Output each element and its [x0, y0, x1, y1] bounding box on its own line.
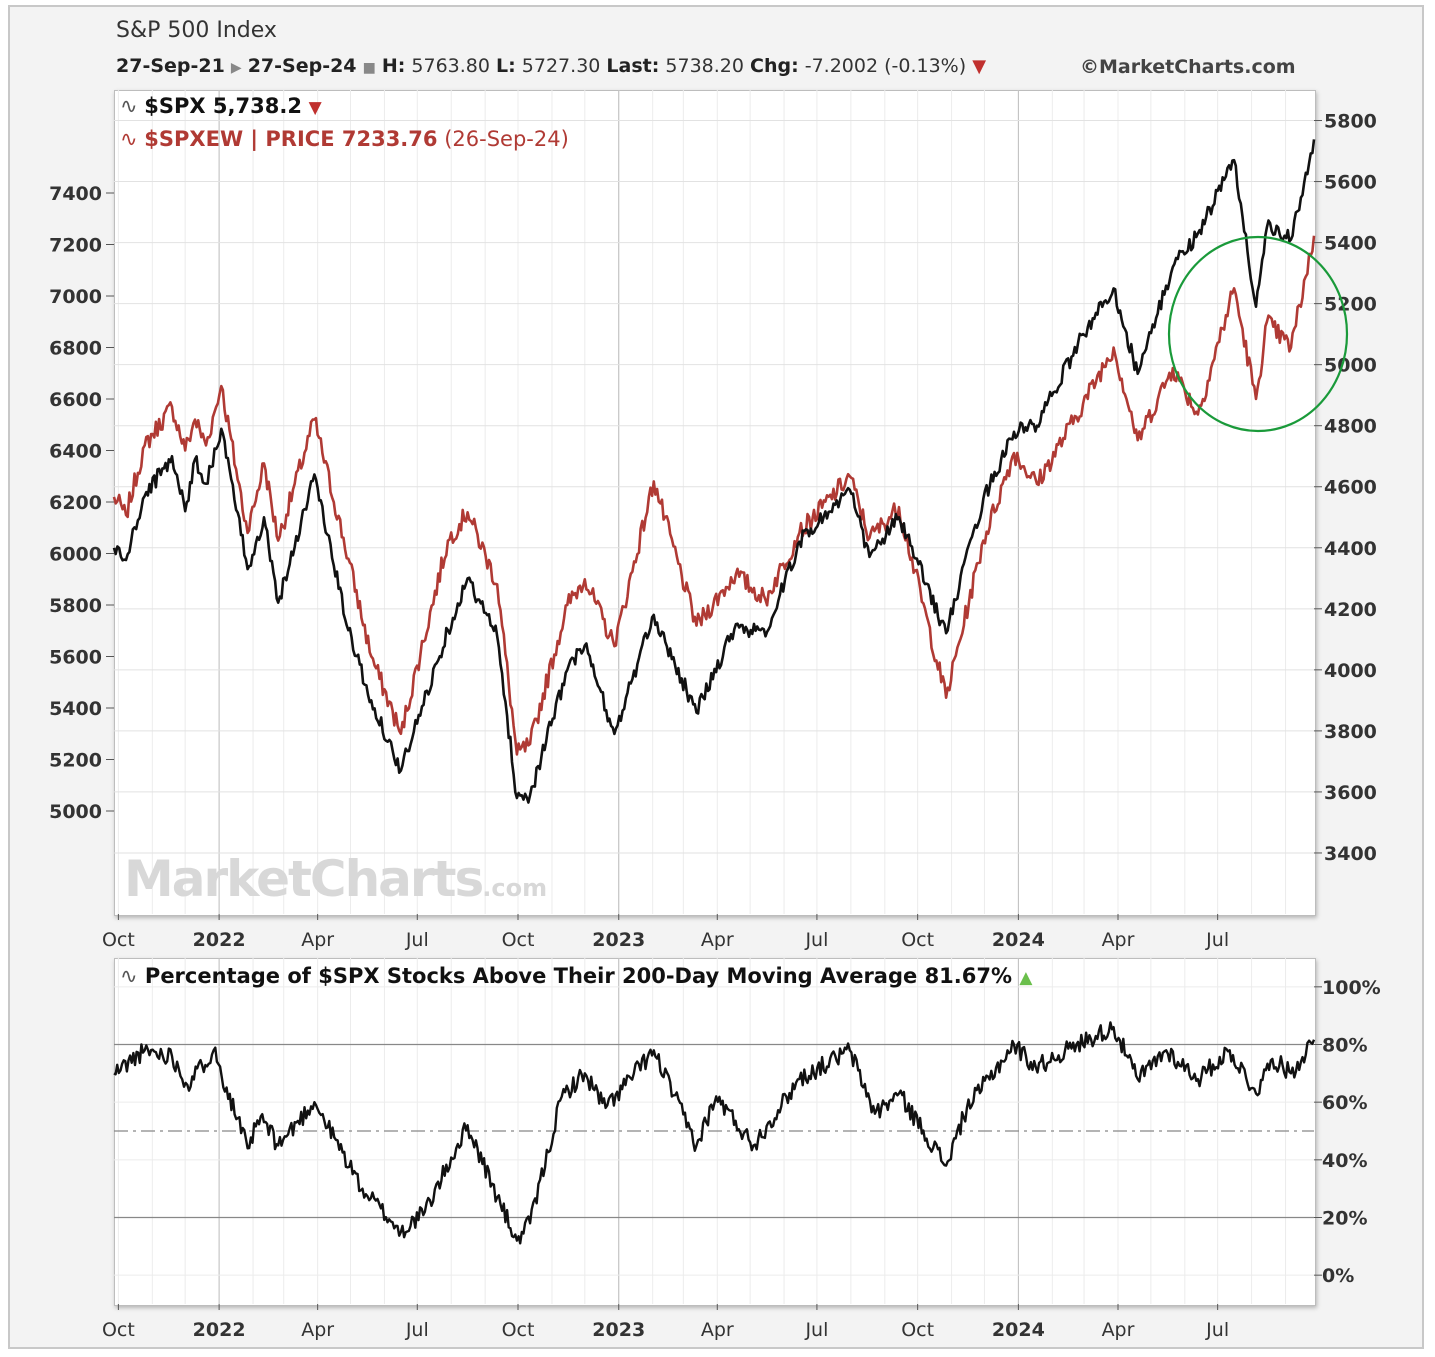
x-tick-label: 2023	[592, 929, 645, 951]
down-triangle-icon: ▼	[308, 98, 322, 118]
x-tick-label: Apr	[301, 1319, 334, 1341]
y-breadth-tick-label: 100%	[1322, 977, 1381, 999]
y-left-tick-label: 6600	[49, 389, 102, 411]
axis-labels: 3400 3600 3800 4000 4200 4400 4600 4800 5000 5200…	[49, 111, 1381, 1341]
x-tick-label: Jul	[1205, 929, 1229, 951]
legend-spx-label: $SPX 5,738.2	[144, 94, 302, 118]
series-line-breadth	[113, 1021, 1316, 1245]
chart-title: S&P 500 Index	[116, 18, 277, 43]
line-series-icon: ∿	[120, 94, 138, 118]
x-tick-label: Oct	[901, 1319, 934, 1341]
y-left-tick-label: 5800	[49, 595, 102, 617]
y-left-tick-label: 5400	[49, 698, 102, 720]
x-tick-label: Apr	[1102, 929, 1135, 951]
y-right-tick-label: 4600	[1324, 477, 1377, 499]
legend-spxew: ∿ $SPXEW | PRICE 7233.76 (26-Sep-24)	[120, 127, 569, 151]
last-value: 5738.20	[665, 55, 744, 77]
line-series-icon: ∿	[120, 964, 138, 988]
date-from: 27-Sep-21	[116, 55, 225, 77]
y-right-tick-label: 4800	[1324, 416, 1377, 438]
x-tick-label: Oct	[502, 1319, 535, 1341]
price-series	[112, 139, 1316, 804]
x-tick-label: Jul	[804, 929, 828, 951]
price-grid	[114, 90, 1314, 914]
low-label: L:	[496, 55, 516, 77]
series-line-spxew	[112, 235, 1316, 756]
chg-label: Chg:	[750, 55, 799, 77]
x-tick-label: Jul	[405, 929, 429, 951]
legend-breadth-label: Percentage of $SPX Stocks Above Their 20…	[144, 964, 1013, 988]
x-tick-label: Apr	[1102, 1319, 1135, 1341]
y-left-tick-label: 5600	[49, 647, 102, 669]
x-tick-label: 2024	[992, 929, 1045, 951]
date-to: 27-Sep-24	[247, 55, 357, 77]
x-tick-label: 2024	[992, 1319, 1045, 1341]
price-panel	[114, 90, 1316, 916]
x-tick-label: 2023	[592, 1319, 645, 1341]
y-left-tick-label: 7200	[49, 235, 102, 257]
y-left-tick-label: 5000	[49, 801, 102, 823]
square-bullet-icon: ■	[362, 60, 376, 76]
legend-spx: ∿ $SPX 5,738.2 ▼	[120, 94, 322, 118]
y-left-tick-label: 6200	[49, 492, 102, 514]
range-arrow-icon: ▶	[230, 60, 242, 76]
x-tick-label: Jul	[405, 1319, 429, 1341]
y-breadth-tick-label: 60%	[1322, 1092, 1367, 1114]
series-line-spx	[112, 139, 1316, 804]
x-tick-label: Oct	[102, 929, 135, 951]
y-breadth-tick-label: 40%	[1322, 1150, 1367, 1172]
x-tick-label: Jul	[1205, 1319, 1229, 1341]
x-tick-label: 2022	[193, 929, 246, 951]
price-summary: 27-Sep-21 ▶ 27-Sep-24 ■ H: 5763.80 L: 57…	[116, 55, 986, 77]
breadth-reference-lines	[114, 1043, 1314, 1219]
legend-breadth: ∿ Percentage of $SPX Stocks Above Their …	[120, 964, 1032, 988]
y-right-tick-label: 5800	[1324, 111, 1377, 133]
y-left-tick-label: 6000	[49, 544, 102, 566]
watermark-logo: MarketCharts.com	[124, 850, 548, 908]
y-right-tick-label: 3800	[1324, 721, 1377, 743]
y-right-tick-label: 3600	[1324, 782, 1377, 804]
y-left-tick-label: 6800	[49, 338, 102, 360]
y-right-tick-label: 4000	[1324, 660, 1377, 682]
line-series-icon: ∿	[120, 127, 138, 151]
y-right-tick-label: 5000	[1324, 355, 1377, 377]
breadth-panel	[114, 958, 1316, 1306]
high-label: H:	[381, 55, 406, 77]
breadth-series	[113, 1021, 1316, 1245]
up-triangle-icon: ▲	[1019, 968, 1033, 988]
y-left-tick-label: 7400	[49, 183, 102, 205]
y-breadth-tick-label: 80%	[1322, 1035, 1367, 1057]
x-tick-label: Apr	[301, 929, 334, 951]
x-tick-label: Apr	[701, 1319, 734, 1341]
legend-spxew-date: (26-Sep-24)	[444, 127, 569, 151]
y-right-tick-label: 5200	[1324, 294, 1377, 316]
copyright: ©MarketCharts.com	[1080, 56, 1296, 78]
y-left-tick-label: 6400	[49, 441, 102, 463]
y-breadth-tick-label: 0%	[1322, 1265, 1354, 1287]
x-tick-label: 2022	[193, 1319, 246, 1341]
y-right-tick-label: 4200	[1324, 599, 1377, 621]
annotation-circle	[1167, 235, 1349, 433]
down-triangle-icon: ▼	[972, 56, 987, 77]
x-tick-label: Oct	[901, 929, 934, 951]
chg-value: -7.2002 (-0.13%)	[804, 55, 967, 77]
y-left-tick-label: 5200	[49, 750, 102, 772]
y-left-tick-label: 7000	[49, 286, 102, 308]
y-right-tick-label: 5600	[1324, 172, 1377, 194]
x-tick-label: Oct	[502, 929, 535, 951]
last-label: Last:	[606, 55, 660, 77]
x-tick-label: Jul	[804, 1319, 828, 1341]
y-right-tick-label: 3400	[1324, 843, 1377, 865]
x-tick-label: Apr	[701, 929, 734, 951]
y-right-tick-label: 4400	[1324, 538, 1377, 560]
y-right-tick-label: 5400	[1324, 233, 1377, 255]
x-tick-label: Oct	[102, 1319, 135, 1341]
high-value: 5763.80	[411, 55, 490, 77]
legend-spxew-label: $SPXEW | PRICE 7233.76	[144, 127, 438, 151]
low-value: 5727.30	[521, 55, 601, 77]
y-breadth-tick-label: 20%	[1322, 1208, 1367, 1230]
